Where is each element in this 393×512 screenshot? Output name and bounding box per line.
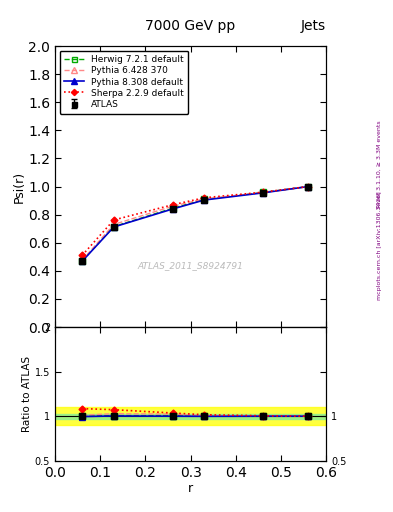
- Herwig 7.2.1 default: [306, 183, 310, 189]
- Pythia 8.308 default: [112, 224, 116, 230]
- X-axis label: r: r: [188, 482, 193, 496]
- Line: Herwig 7.2.1 default: Herwig 7.2.1 default: [79, 184, 311, 264]
- Text: Jets: Jets: [301, 19, 326, 33]
- Pythia 8.308 default: [306, 183, 310, 189]
- Sherpa 2.2.9 default: [170, 202, 175, 208]
- Sherpa 2.2.9 default: [261, 189, 265, 195]
- Sherpa 2.2.9 default: [202, 195, 207, 201]
- Pythia 8.308 default: [80, 258, 84, 264]
- Sherpa 2.2.9 default: [80, 252, 84, 259]
- Text: ATLAS_2011_S8924791: ATLAS_2011_S8924791: [138, 261, 244, 270]
- Sherpa 2.2.9 default: [306, 183, 310, 189]
- Text: Rivet 3.1.10, ≥ 3.3M events: Rivet 3.1.10, ≥ 3.3M events: [377, 120, 382, 208]
- Y-axis label: Ratio to ATLAS: Ratio to ATLAS: [22, 356, 32, 432]
- Bar: [55, 414, 326, 419]
- Line: Pythia 6.428 370: Pythia 6.428 370: [79, 183, 312, 264]
- Herwig 7.2.1 default: [112, 224, 116, 230]
- Text: 7000 GeV pp: 7000 GeV pp: [145, 19, 236, 33]
- Pythia 6.428 370: [80, 257, 84, 263]
- Herwig 7.2.1 default: [170, 205, 175, 211]
- Pythia 8.308 default: [170, 206, 175, 212]
- Herwig 7.2.1 default: [80, 258, 84, 264]
- Line: Sherpa 2.2.9 default: Sherpa 2.2.9 default: [80, 184, 310, 258]
- Y-axis label: Psi(r): Psi(r): [12, 170, 25, 203]
- Pythia 6.428 370: [261, 189, 265, 196]
- Text: mcplots.cern.ch [arXiv:1306.3436]: mcplots.cern.ch [arXiv:1306.3436]: [377, 191, 382, 300]
- Sherpa 2.2.9 default: [112, 217, 116, 223]
- Herwig 7.2.1 default: [202, 197, 207, 203]
- Pythia 6.428 370: [202, 196, 207, 202]
- Pythia 6.428 370: [306, 183, 310, 189]
- Bar: [55, 407, 326, 425]
- Pythia 6.428 370: [170, 203, 175, 209]
- Pythia 8.308 default: [202, 197, 207, 203]
- Line: Pythia 8.308 default: Pythia 8.308 default: [79, 183, 312, 265]
- Legend: Herwig 7.2.1 default, Pythia 6.428 370, Pythia 8.308 default, Sherpa 2.2.9 defau: Herwig 7.2.1 default, Pythia 6.428 370, …: [59, 51, 188, 114]
- Herwig 7.2.1 default: [261, 189, 265, 196]
- Pythia 8.308 default: [261, 190, 265, 196]
- Pythia 6.428 370: [112, 221, 116, 227]
